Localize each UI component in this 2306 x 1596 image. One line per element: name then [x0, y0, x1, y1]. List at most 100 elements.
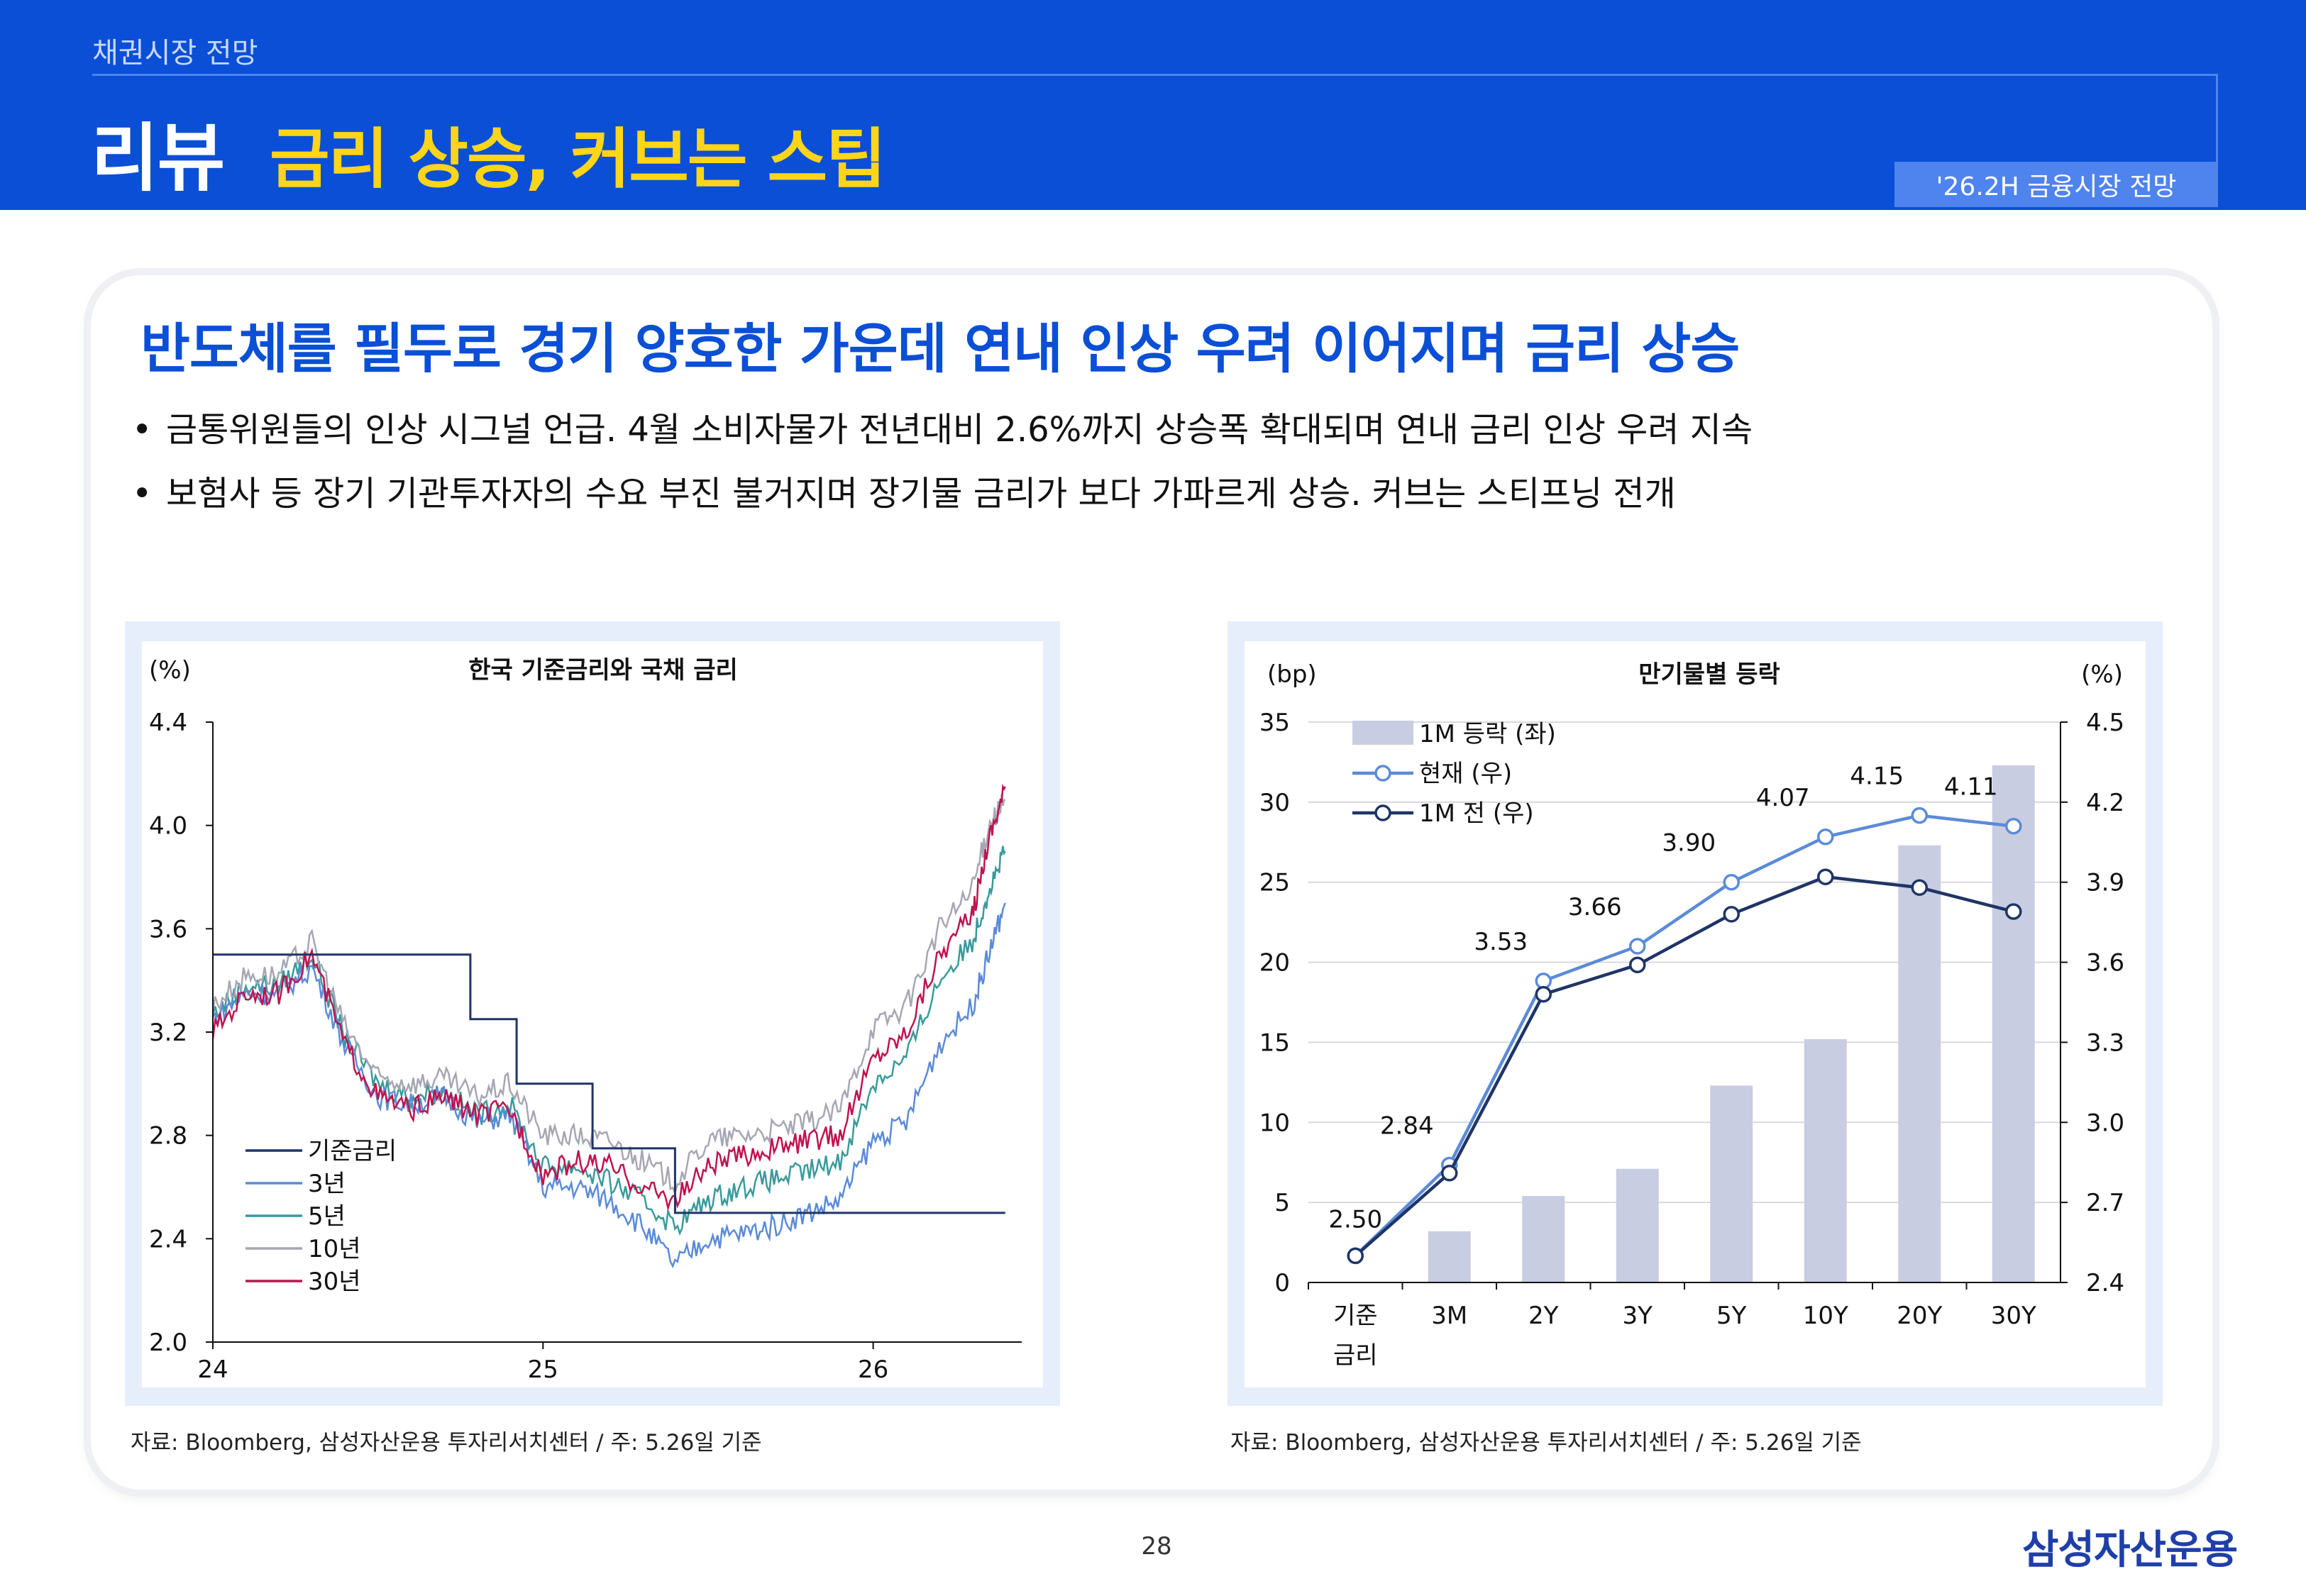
data-label: 4.11 — [1944, 773, 1998, 802]
headline: 반도체를 필두로 경기 양호한 가운데 연내 인상 우려 이어지며 금리 상승 — [140, 317, 1740, 380]
legend-label: 10년 — [308, 1235, 361, 1263]
data-point — [1347, 1247, 1364, 1265]
series-line-기준금리 — [213, 953, 1005, 1214]
y-right-tick-label: 2.7 — [2086, 1189, 2124, 1217]
legend-label: 기준금리 — [308, 1137, 397, 1165]
data-label: 2.84 — [1380, 1112, 1434, 1140]
header-divider-vertical — [2216, 74, 2218, 165]
right-unit-label: (%) — [2081, 660, 2123, 689]
legend-label: 30년 — [308, 1268, 361, 1296]
x-tick-label: 24 — [197, 1356, 228, 1384]
y-right-tick-label: 3.6 — [2086, 949, 2124, 977]
y-right-tick-label: 3.0 — [2086, 1109, 2124, 1137]
page-title: 리뷰 — [91, 115, 225, 201]
x-tick-label: 3M — [1431, 1302, 1467, 1330]
data-point — [1535, 985, 1552, 1003]
data-point — [1441, 1165, 1458, 1182]
y-right-tick-label: 2.4 — [2086, 1269, 2124, 1297]
y-left-tick-label: 5 — [1274, 1189, 1290, 1217]
y-tick-label: 3.2 — [149, 1019, 187, 1047]
chart-title: 만기물별 등락 — [1638, 660, 1780, 689]
bullet-marker: • — [132, 410, 153, 450]
y-left-tick-label: 0 — [1274, 1269, 1290, 1297]
series-line-3년 — [211, 902, 1006, 1269]
header-divider — [92, 74, 2218, 76]
series-line-5년 — [211, 846, 1006, 1236]
bar — [1522, 1196, 1565, 1282]
y-tick-label: 3.6 — [149, 915, 187, 943]
bar — [1710, 1085, 1753, 1282]
bullet-text: 금통위원들의 인상 시그널 언급. 4월 소비자물가 전년대비 2.6%까지 상… — [166, 410, 1753, 450]
y-right-tick-label: 3.3 — [2086, 1029, 2124, 1057]
y-tick-label: 2.0 — [149, 1329, 187, 1357]
data-point — [2005, 817, 2022, 835]
left-chart-source: 자료: Bloomberg, 삼성자산운용 투자리서치센터 / 주: 5.26일… — [131, 1430, 762, 1456]
y-right-tick-label: 4.2 — [2086, 789, 2124, 817]
x-tick-label: 25 — [528, 1356, 558, 1384]
right-chart-area: 2.50 2.84 3.53 3.66 3.90 4.07 4.15 4.11 35 30 25 2… — [1245, 641, 2146, 1387]
legend-label: 현재 (우) — [1419, 760, 1512, 788]
legend-swatch — [1352, 721, 1413, 745]
chart-title: 한국 기준금리와 국채 금리 — [468, 656, 738, 685]
data-point — [1723, 873, 1740, 891]
data-label: 3.53 — [1474, 928, 1528, 956]
data-point — [1911, 879, 1928, 896]
legend-marker — [1374, 765, 1391, 782]
header-bar: 채권시장 전망 리뷰 금리 상승, 커브는 스팁 '26.2H 금융시장 전망 — [0, 0, 2306, 210]
series-line-1M 전 (우) — [1354, 875, 2014, 1258]
data-label: 3.66 — [1568, 893, 1622, 921]
series-line-10년 — [211, 794, 1006, 1196]
bullet-text: 보험사 등 장기 기관투자자의 수요 부진 불거지며 장기물 금리가 보다 가파… — [166, 474, 1676, 514]
left-chart-frame: 4.4 4.0 3.6 3.2 2.8 2.4 2.0 24 25 26 기준금리 3년 5년 10년 3… — [125, 621, 1060, 1406]
bar — [1804, 1038, 1847, 1282]
data-label: 4.07 — [1756, 784, 1810, 812]
data-point — [2005, 903, 2022, 920]
rate-history-chart: 4.4 4.0 3.6 3.2 2.8 2.4 2.0 24 25 26 기준금리 3년 5년 10년 3… — [149, 656, 1022, 1384]
y-left-tick-label: 35 — [1259, 709, 1290, 737]
brand-logo: 삼성자산운용 — [2022, 1527, 2238, 1573]
data-label: 3.90 — [1662, 829, 1716, 858]
x-tick-label: 20Y — [1897, 1302, 1942, 1330]
bar — [1616, 1168, 1659, 1282]
y-tick-label: 2.8 — [149, 1122, 187, 1151]
x-tick-label: 금리 — [1333, 1341, 1378, 1370]
data-point — [1535, 972, 1552, 990]
bar — [1898, 845, 1941, 1282]
legend-label: 3년 — [308, 1170, 346, 1198]
right-chart-frame: 2.50 2.84 3.53 3.66 3.90 4.07 4.15 4.11 35 30 25 2… — [1228, 621, 2163, 1406]
x-tick-label: 2Y — [1528, 1302, 1559, 1330]
y-unit-label: (%) — [149, 656, 191, 685]
x-tick-label: 30Y — [1991, 1302, 2036, 1330]
data-label: 4.15 — [1850, 763, 1904, 791]
x-tick-label: 10Y — [1803, 1302, 1848, 1330]
y-right-tick-label: 4.5 — [2086, 709, 2124, 737]
data-point — [1723, 906, 1740, 923]
bar — [1428, 1231, 1471, 1282]
data-label: 2.50 — [1328, 1205, 1382, 1234]
data-point — [1817, 829, 1834, 846]
legend-label: 5년 — [308, 1202, 346, 1231]
series-line-30년 — [211, 783, 1006, 1212]
legend-label: 1M 전 (우) — [1419, 799, 1534, 828]
x-tick-label: 3Y — [1623, 1302, 1653, 1330]
x-tick-label: 기준 — [1333, 1302, 1378, 1330]
y-left-tick-label: 20 — [1259, 949, 1290, 977]
report-tag: '26.2H 금융시장 전망 — [1894, 162, 2218, 207]
bullet-1: • 금통위원들의 인상 시그널 언급. 4월 소비자물가 전년대비 2.6%까지 … — [132, 401, 1753, 451]
y-right-tick-label: 3.9 — [2086, 869, 2124, 897]
legend-marker — [1374, 804, 1391, 821]
page-subtitle: 금리 상승, 커브는 스팁 — [270, 121, 886, 197]
legend-label: 1M 등락 (좌) — [1419, 720, 1556, 748]
page-number: 28 — [1141, 1532, 1172, 1561]
bullet-2: • 보험사 등 장기 기관투자자의 수요 부진 불거지며 장기물 금리가 보다 가… — [132, 465, 1676, 515]
y-tick-label: 2.4 — [149, 1225, 187, 1253]
data-point — [1911, 807, 1928, 824]
left-chart-area: 4.4 4.0 3.6 3.2 2.8 2.4 2.0 24 25 26 기준금리 3년 5년 10년 3… — [142, 641, 1043, 1387]
x-tick-label: 5Y — [1716, 1302, 1747, 1330]
series-line-현재 (우) — [1354, 814, 2014, 1257]
maturity-change-chart: 2.502.843.533.663.904.074.15 4.11 3530252… — [1259, 660, 2124, 1370]
y-left-tick-label: 15 — [1259, 1029, 1290, 1057]
left-unit-label: (bp) — [1267, 660, 1317, 689]
y-left-tick-label: 25 — [1259, 869, 1290, 897]
y-left-tick-label: 10 — [1259, 1109, 1290, 1137]
